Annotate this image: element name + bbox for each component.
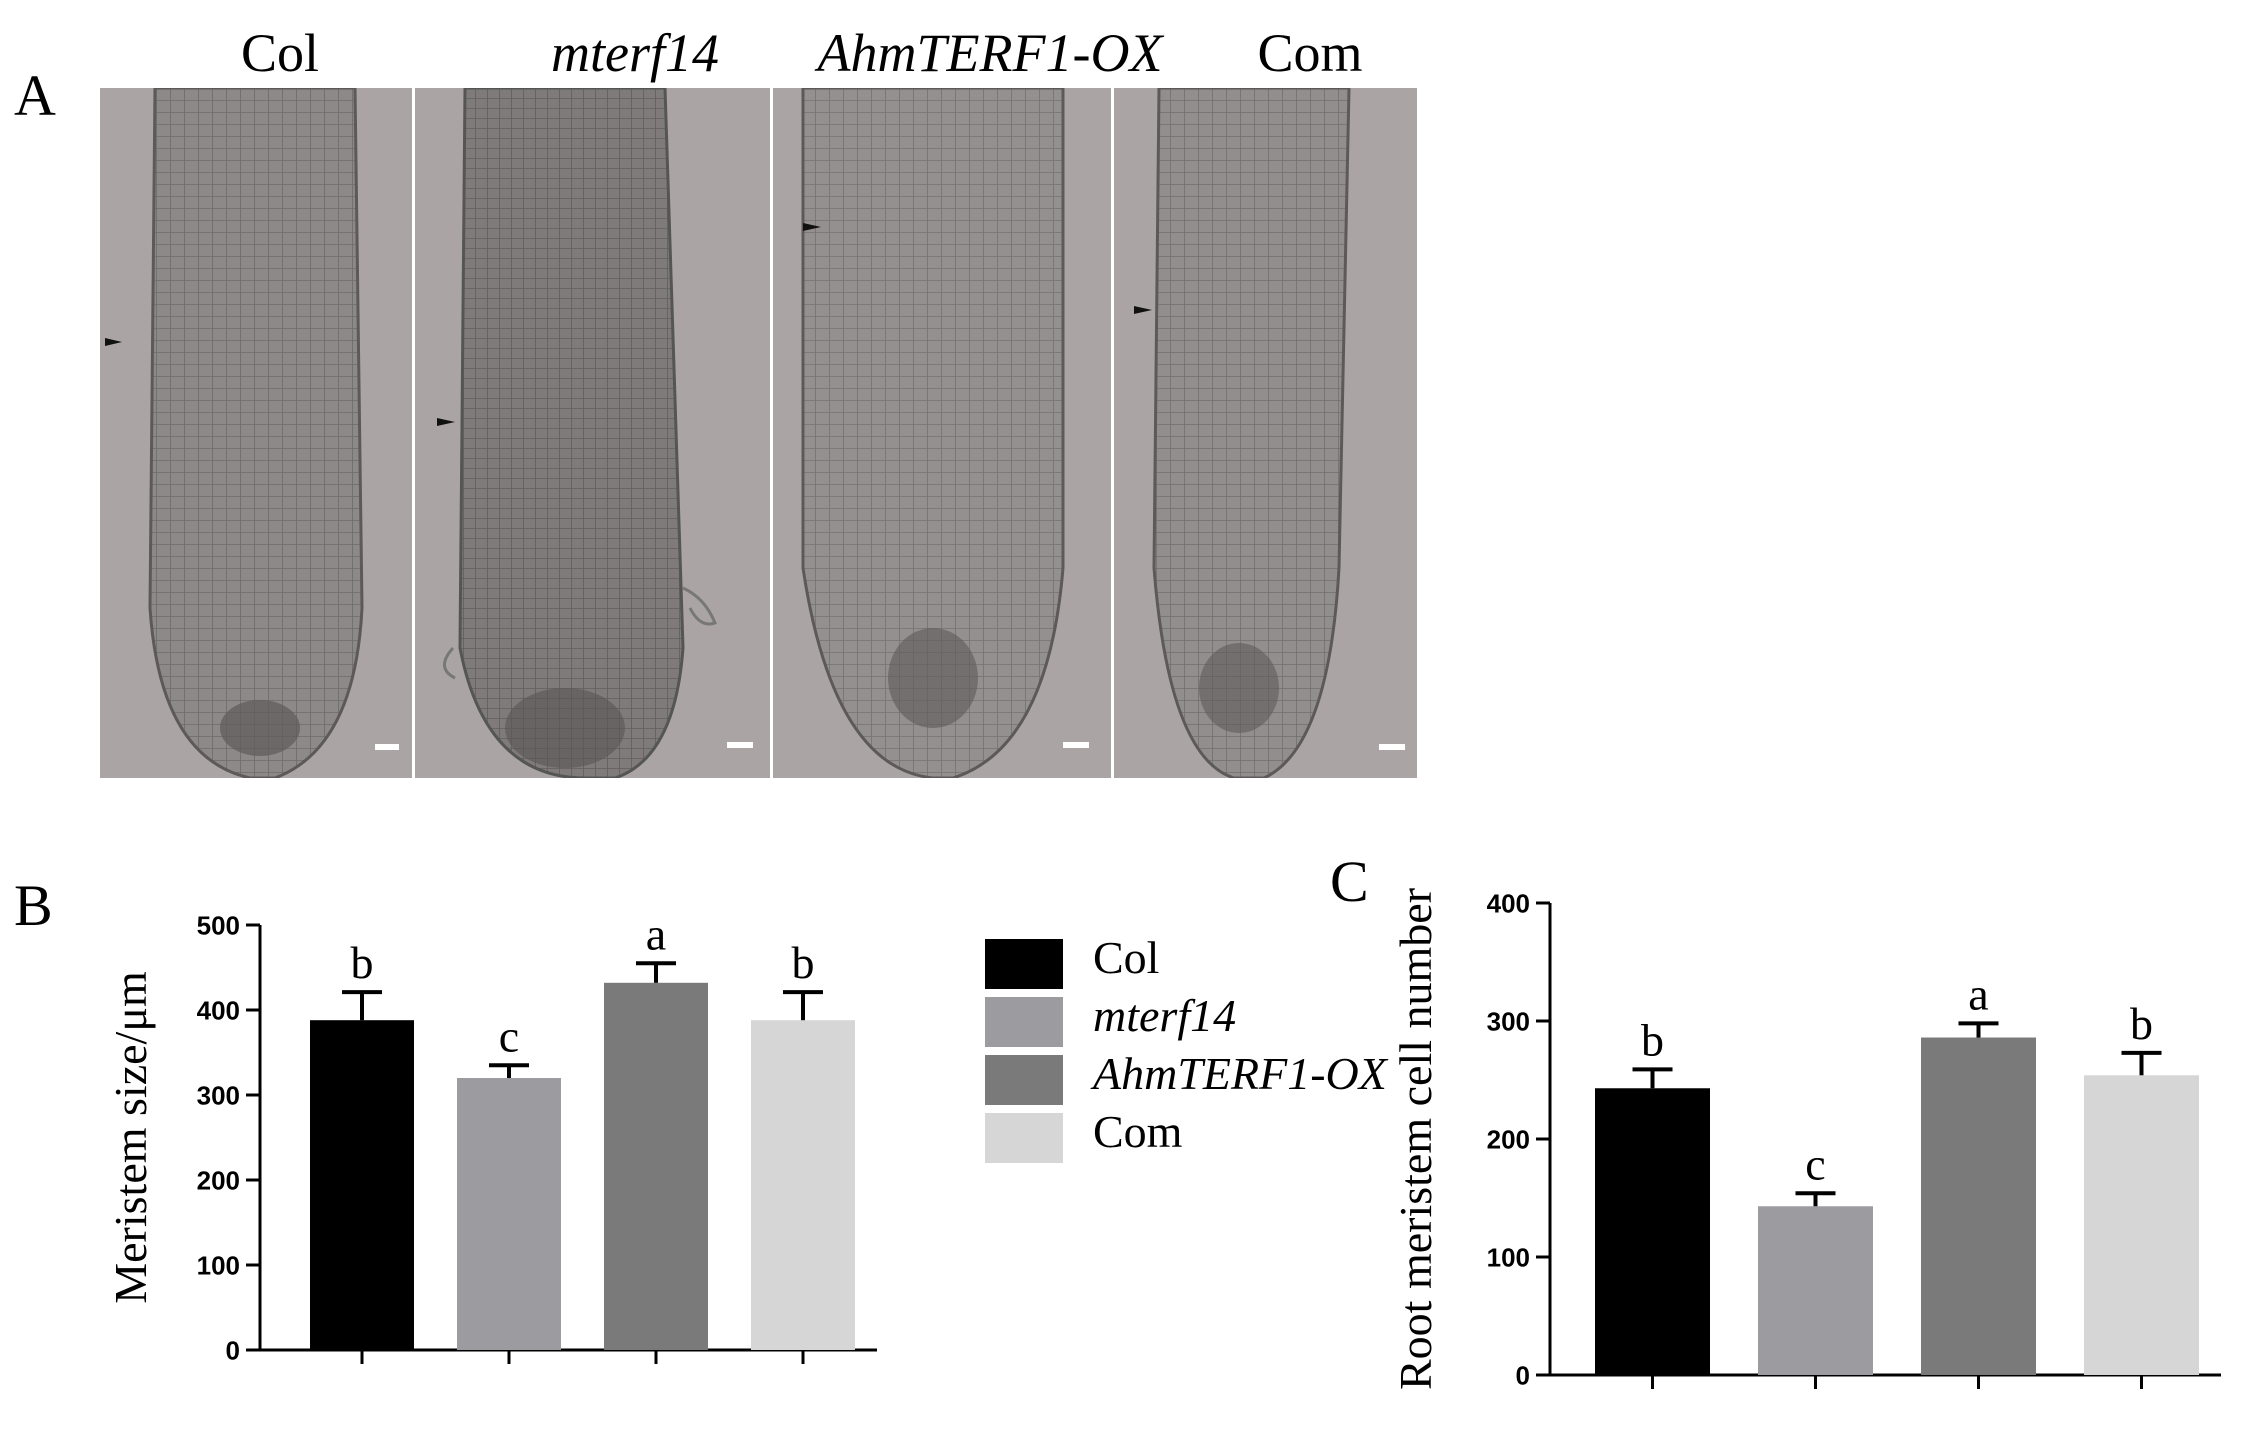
micrograph-label-com: Com: [1257, 23, 1363, 83]
legend-item-com: Com: [985, 1106, 1585, 1169]
y-tick-label: 500: [197, 910, 240, 940]
y-tick-label: 100: [1487, 1242, 1530, 1272]
y-tick-label: 200: [197, 1165, 240, 1195]
y-tick-label: 400: [197, 995, 240, 1025]
y-tick-label: 0: [1516, 1360, 1530, 1390]
legend-label-com: Com: [1093, 1106, 1183, 1157]
panel-letter-a: A: [14, 63, 56, 128]
bar-mterf14: [1758, 1206, 1873, 1375]
y-tick-label: 300: [1487, 1006, 1530, 1036]
significance-label-com: b: [792, 937, 815, 988]
panel-letter-b: B: [14, 873, 53, 938]
significance-label-com: b: [2130, 998, 2153, 1049]
bar-col: [1595, 1088, 1710, 1375]
y-tick-label: 300: [197, 1080, 240, 1110]
significance-label-mterf14: c: [499, 1010, 519, 1061]
micrograph-mterf14: [415, 88, 770, 778]
micrograph-label-col: Col: [240, 23, 320, 83]
y-axis-label: Root meristem cell number: [1395, 888, 1441, 1390]
legend-item-ahmterf1-ox: AhmTERF1-OX: [985, 1048, 1585, 1111]
legend-swatch-com: [985, 1113, 1063, 1163]
bar-mterf14: [457, 1078, 561, 1350]
legend-label-col: Col: [1093, 932, 1160, 983]
legend-label-mterf14: mterf14: [1093, 990, 1237, 1041]
micrograph-label-ahmterf1-ox: AhmTERF1-OX: [817, 23, 1163, 83]
significance-label-col: b: [351, 937, 374, 988]
legend-swatch-col: [985, 939, 1063, 989]
bar-com: [751, 1020, 855, 1350]
chart-root-meristem-cell-number: 0 100 200 300 400 Root meristem cell number b c…: [1395, 888, 2221, 1390]
micrograph-col: [100, 88, 412, 778]
significance-label-mterf14: c: [1805, 1138, 1825, 1189]
y-tick-label: 100: [197, 1250, 240, 1280]
legend-swatch-mterf14: [985, 997, 1063, 1047]
legend-item-col: Col: [985, 932, 1585, 995]
y-axis-label: Meristem size/μm: [110, 971, 156, 1304]
chart-meristem-size: 0 100 200 300 400 500 Meristem size/μm b c a b: [110, 908, 877, 1365]
bar-ahmterf1-ox: [604, 982, 708, 1350]
significance-label-ahmterf1-ox: a: [1968, 968, 1988, 1019]
micrograph-ahmterf1-ox: [773, 88, 1111, 778]
y-tick-label: 200: [1487, 1124, 1530, 1154]
bar-ahmterf1-ox: [1921, 1037, 2036, 1375]
panel-letter-c: C: [1330, 849, 1369, 914]
micrograph-com: [1114, 88, 1417, 778]
significance-label-col: b: [1641, 1014, 1664, 1065]
micrograph-label-mterf14: mterf14: [551, 23, 719, 83]
significance-label-ahmterf1-ox: a: [646, 908, 666, 959]
legend-item-mterf14: mterf14: [985, 990, 1585, 1053]
bar-com: [2084, 1075, 2199, 1375]
legend-swatch-ahmterf1-ox: [985, 1055, 1063, 1105]
y-tick-label: 0: [226, 1335, 240, 1365]
y-tick-label: 400: [1487, 888, 1530, 918]
legend-label-ahmterf1-ox: AhmTERF1-OX: [1093, 1048, 1387, 1099]
bar-col: [310, 1020, 414, 1350]
